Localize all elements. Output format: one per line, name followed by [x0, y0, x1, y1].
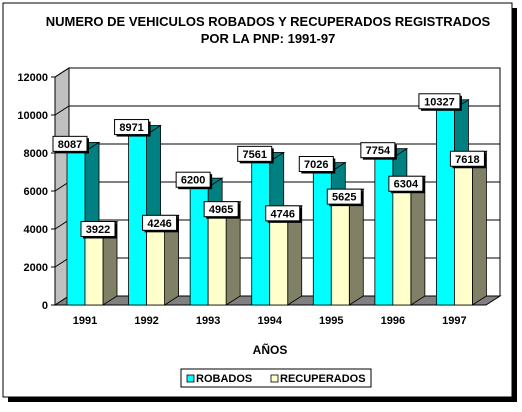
bar-recuperados — [146, 223, 165, 306]
data-label-box — [203, 201, 239, 218]
legend-label-recuperados: RECUPERADOS — [280, 373, 366, 385]
data-label-box — [449, 150, 485, 167]
chart-title-line-2: POR LA PNP: 1991-97 — [201, 31, 336, 46]
data-label-recuperados: 5625 — [332, 192, 356, 204]
bar-side-recuperados — [472, 150, 487, 306]
data-label-robados: 8087 — [58, 139, 82, 151]
data-label-recuperados: 3922 — [86, 224, 110, 236]
y-tick-label: 8000 — [24, 148, 48, 160]
data-label-box — [360, 142, 396, 159]
data-label-box — [418, 93, 461, 110]
bar-robados — [436, 108, 455, 306]
data-label-recuperados: 4965 — [209, 204, 233, 216]
data-label-recuperados: 6304 — [394, 179, 419, 191]
bar-recuperados — [207, 210, 227, 306]
legend-label-robados: ROBADOS — [196, 373, 252, 385]
bar-recuperados — [84, 230, 104, 306]
x-tick-label: 1996 — [381, 315, 405, 327]
data-label-box — [237, 145, 273, 162]
data-label-robados: 7754 — [366, 145, 391, 157]
y-tick-label: 4000 — [24, 224, 48, 236]
data-label-box — [388, 175, 424, 192]
data-label-box — [298, 156, 334, 173]
x-tick-label: 1992 — [134, 315, 158, 327]
x-tick-label: 1994 — [257, 315, 282, 327]
bar-side-recuperados — [348, 188, 364, 306]
data-label-box — [175, 171, 211, 188]
x-tick-label: 1997 — [442, 315, 466, 327]
data-label-robados: 7026 — [304, 159, 328, 171]
x-tick-label: 1991 — [73, 315, 97, 327]
legend-swatch-recuperados — [270, 374, 279, 383]
data-label-box — [265, 205, 301, 222]
bar-side-recuperados — [410, 175, 426, 306]
data-label-robados: 7561 — [242, 149, 266, 161]
y-tick-label: 6000 — [24, 186, 48, 198]
data-label-robados: 6200 — [181, 175, 205, 187]
y-tick-label: 2000 — [24, 262, 48, 274]
data-label-box — [114, 119, 150, 136]
x-tick-labels: 1991 1992 1993 1994 1995 1996 1997 — [73, 315, 467, 327]
bars-group: 8087 3922 8971 4246 6200 4965 7561 4746 7026 5625… — [52, 93, 488, 306]
data-label-recuperados: 4246 — [147, 218, 171, 230]
data-label-box — [52, 135, 88, 152]
data-label-box — [326, 188, 362, 205]
bar-recuperados — [454, 159, 473, 306]
legend-swatch-robados — [186, 374, 195, 383]
legend: ROBADOS RECUPERADOS — [180, 368, 372, 388]
x-axis-title: AÑOS — [253, 342, 288, 357]
data-label-robados: 10327 — [424, 96, 455, 108]
y-tick-labels: 0 2000 4000 6000 8000 10000 12000 — [17, 72, 48, 312]
data-label-recuperados: 7618 — [455, 154, 479, 166]
gridline — [54, 67, 500, 78]
bar-recuperados — [269, 214, 289, 306]
data-label-robados: 8971 — [119, 122, 143, 134]
data-label-box — [80, 220, 116, 237]
bar-recuperados — [330, 197, 350, 306]
y-tick-label: 12000 — [17, 72, 48, 84]
x-tick-label: 1993 — [196, 315, 220, 327]
data-label-recuperados: 4746 — [270, 208, 294, 220]
bar-robados — [251, 160, 271, 306]
data-label-box — [142, 214, 178, 231]
chart-title-line-1: NUMERO DE VEHICULOS ROBADOS Y RECUPERADO… — [46, 14, 491, 29]
x-tick-label: 1995 — [319, 315, 343, 327]
bar-recuperados — [392, 184, 412, 306]
gridline — [54, 105, 500, 116]
y-tick-label: 0 — [42, 300, 48, 312]
y-tick-label: 10000 — [17, 110, 48, 122]
